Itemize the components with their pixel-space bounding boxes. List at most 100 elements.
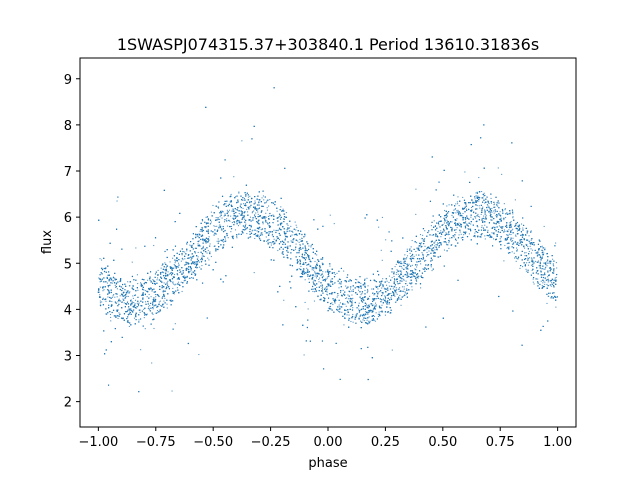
data-point [345,309,347,311]
data-point [382,278,384,280]
data-point [399,287,401,289]
data-point [468,233,470,235]
data-point [336,296,338,298]
data-point [386,284,388,286]
data-point [415,269,417,271]
data-point [523,247,526,249]
data-point [156,279,158,281]
data-point [329,265,331,267]
data-point [481,226,483,228]
data-point [130,299,132,301]
data-point [541,285,543,287]
data-point [546,283,548,285]
data-point [220,228,222,230]
data-point [273,238,275,240]
data-point [132,297,134,299]
data-point [205,216,207,218]
data-point [314,260,316,263]
data-point [224,236,226,239]
data-point [110,316,112,319]
data-point [282,208,284,210]
data-point [217,218,219,221]
data-point [315,289,317,291]
data-point [534,260,536,262]
data-point [491,211,493,213]
data-point [536,253,538,255]
data-point [297,261,299,263]
data-point [385,239,387,241]
data-point [360,282,362,284]
data-point [135,307,137,309]
data-point [99,302,101,304]
data-point [319,277,321,279]
data-point [382,292,385,294]
data-point [253,210,255,212]
data-point [355,315,358,317]
data-point [223,241,225,243]
data-point [360,320,362,322]
data-point [386,280,388,282]
data-point [546,261,548,263]
data-point [352,288,354,291]
data-point [180,260,182,262]
data-point [314,271,316,273]
data-point [515,234,517,236]
data-point [446,219,448,221]
data-point [555,296,557,298]
data-point [176,287,178,289]
data-point [440,230,442,232]
data-point [154,304,156,306]
data-point [299,244,301,246]
data-point [226,218,228,220]
data-point [248,219,250,221]
data-point [411,264,413,266]
data-point [227,225,229,227]
data-point [401,267,403,269]
data-point [433,220,435,222]
data-point [373,304,375,306]
data-point [403,286,405,288]
data-point [147,303,149,305]
data-point [321,285,323,287]
data-point [144,328,146,330]
data-point [160,271,162,273]
data-point [398,276,400,278]
data-point [140,305,142,307]
data-point [541,245,543,247]
data-point [156,310,159,312]
data-point [318,273,321,275]
data-point [547,262,549,264]
data-point [194,252,196,254]
data-point [516,247,518,249]
data-point [412,274,414,276]
data-point [494,223,496,225]
data-point [362,297,364,300]
data-point [484,224,486,226]
data-point [510,233,512,236]
data-point [503,229,505,231]
data-point [254,200,256,202]
data-point [243,203,245,205]
data-point [150,280,152,282]
data-point [163,282,165,284]
data-point [227,214,229,216]
data-point [298,241,300,243]
data-point [345,285,347,287]
data-point [395,292,397,294]
data-point [368,316,370,318]
data-point [454,208,456,210]
data-point [166,307,168,309]
data-point [278,228,280,230]
data-point [454,221,456,223]
data-point [383,298,385,300]
data-point [480,213,482,215]
data-point [400,304,402,306]
data-point [307,308,309,310]
data-point [225,240,227,242]
data-point [315,277,317,279]
data-point [108,304,110,306]
data-point [217,207,220,209]
data-point [110,277,112,279]
data-point [409,248,411,250]
data-point [326,291,328,293]
